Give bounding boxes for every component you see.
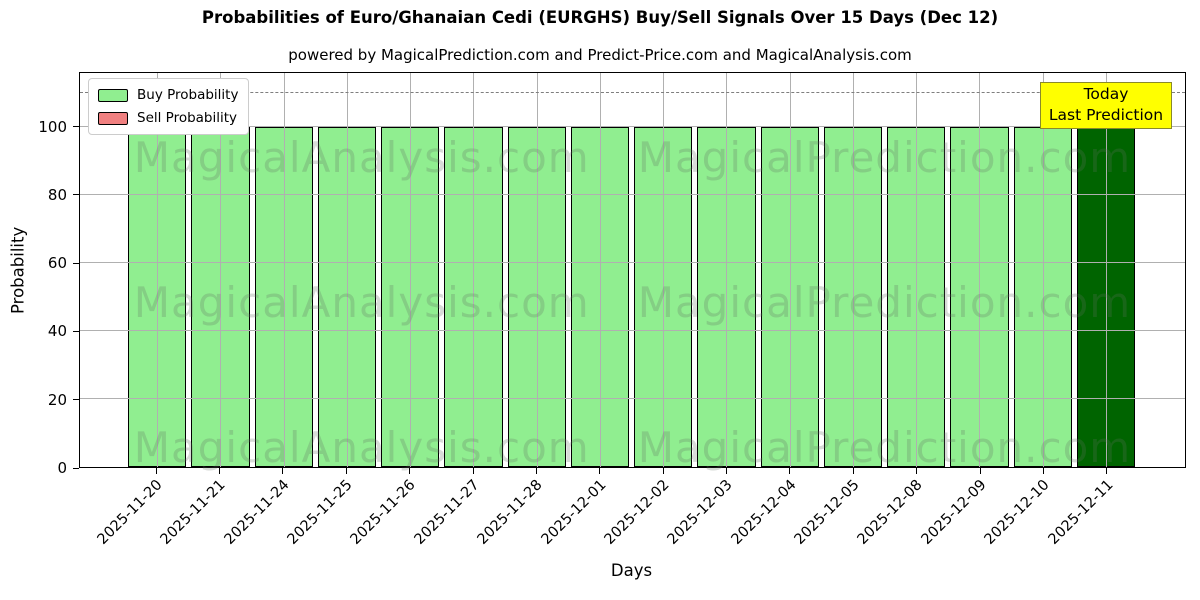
x-tick-label: 2025-12-10 — [981, 477, 1053, 548]
y-tick-mark — [73, 399, 79, 401]
x-axis-ticks: 2025-11-20 2025-11-21 2025-11-24 2025-11-25… — [95, 468, 1136, 578]
h-gridline — [80, 330, 1185, 332]
plot-area: MagicalAnalysis.com MagicalPrediction.com… — [79, 72, 1186, 472]
x-tick-label: 2025-11-26 — [348, 477, 420, 548]
x-tick-mark — [535, 468, 537, 474]
v-gridline — [220, 73, 222, 467]
y-axis-ticks: 0 20 40 60 80 100 — [0, 72, 79, 477]
h-gridline — [80, 126, 1185, 128]
bar-slot — [254, 73, 313, 467]
h-gridline — [80, 262, 1185, 264]
y-tick-mark — [73, 330, 79, 332]
sell-swatch-icon — [98, 111, 128, 125]
x-tick-label: 2025-12-04 — [728, 477, 800, 548]
buy-swatch-icon — [98, 88, 128, 102]
bar-slot — [128, 73, 187, 467]
h-gridline — [80, 194, 1185, 196]
bar-slot — [191, 73, 250, 467]
chart-subtitle: powered by MagicalPrediction.com and Pre… — [288, 46, 912, 64]
bar-slot — [823, 73, 882, 467]
bar-slot — [634, 73, 693, 467]
y-tick-label: 80 — [47, 185, 67, 204]
y-tick-label: 20 — [47, 390, 67, 409]
bar-slot — [887, 73, 946, 467]
x-tick-label: 2025-12-09 — [918, 477, 990, 548]
x-tick-label: 2025-12-11 — [1045, 477, 1117, 548]
legend-label-buy: Buy Probability — [137, 87, 239, 103]
y-tick-mark — [73, 194, 79, 196]
v-gridline — [1042, 73, 1044, 467]
bar-slot — [1076, 73, 1135, 467]
bar-slot — [317, 73, 376, 467]
x-tick-mark — [409, 468, 411, 474]
x-axis-title: Days — [610, 561, 653, 580]
y-tick-mark — [73, 262, 79, 264]
x-tick-mark — [155, 468, 157, 474]
v-gridline — [663, 73, 665, 467]
legend-label-sell: Sell Probability — [137, 110, 238, 126]
v-gridline — [599, 73, 601, 467]
x-tick-mark — [219, 468, 221, 474]
x-tick-label: 2025-11-28 — [474, 477, 546, 548]
v-gridline — [410, 73, 412, 467]
x-tick-mark — [726, 468, 728, 474]
v-gridline — [916, 73, 918, 467]
x-tick-mark — [789, 468, 791, 474]
bar-slot — [760, 73, 819, 467]
x-tick-label: 2025-11-20 — [94, 477, 166, 548]
h-gridline — [80, 398, 1185, 400]
y-tick-mark — [73, 467, 79, 469]
x-tick-mark — [979, 468, 981, 474]
x-tick-label: 2025-12-08 — [855, 477, 927, 548]
y-tick-label: 0 — [57, 459, 67, 477]
x-tick-mark — [1042, 468, 1044, 474]
chart-title: Probabilities of Euro/Ghanaian Cedi (EUR… — [201, 8, 999, 27]
v-gridline — [726, 73, 728, 467]
y-tick-label: 60 — [47, 254, 67, 273]
bar-slot — [570, 73, 629, 467]
legend-item-buy: Buy Probability — [98, 87, 238, 103]
v-gridline — [979, 73, 981, 467]
x-tick-mark — [916, 468, 918, 474]
x-tick-mark — [282, 468, 284, 474]
x-tick-label: 2025-11-21 — [157, 477, 229, 548]
v-gridline — [1105, 73, 1107, 467]
x-tick-label: 2025-12-05 — [791, 477, 863, 548]
bar-slot — [381, 73, 440, 467]
legend: Buy Probability Sell Probability — [88, 78, 250, 135]
bar-slot — [444, 73, 503, 467]
x-tick-mark — [472, 468, 474, 474]
legend-item-sell: Sell Probability — [98, 110, 238, 126]
x-tick-mark — [345, 468, 347, 474]
bar-slot — [507, 73, 566, 467]
x-tick-label: 2025-12-02 — [601, 477, 673, 548]
x-tick-label: 2025-12-01 — [538, 477, 610, 548]
v-gridline — [473, 73, 475, 467]
x-tick-mark — [662, 468, 664, 474]
x-tick-label: 2025-12-03 — [664, 477, 736, 548]
x-tick-mark — [852, 468, 854, 474]
v-gridline — [789, 73, 791, 467]
dashed-threshold-line — [80, 92, 1185, 94]
bar-slot — [950, 73, 1009, 467]
today-annotation: Today Last Prediction — [1040, 82, 1172, 129]
x-tick-label: 2025-11-27 — [411, 477, 483, 548]
today-annotation-line1: Today — [1083, 85, 1129, 103]
bar-slot — [1013, 73, 1072, 467]
x-tick-label: 2025-11-24 — [221, 477, 293, 548]
v-gridline — [283, 73, 285, 467]
x-tick-mark — [1106, 468, 1108, 474]
v-gridline — [157, 73, 159, 467]
today-annotation-line2: Last Prediction — [1048, 106, 1164, 124]
x-tick-label: 2025-11-25 — [284, 477, 356, 548]
v-gridline — [852, 73, 854, 467]
bar-slot — [697, 73, 756, 467]
v-gridline — [536, 73, 538, 467]
bars-container — [128, 73, 1135, 467]
y-tick-label: 40 — [47, 322, 67, 341]
x-tick-mark — [599, 468, 601, 474]
y-tick-mark — [73, 126, 79, 128]
v-gridline — [346, 73, 348, 467]
y-tick-label: 100 — [38, 117, 67, 136]
